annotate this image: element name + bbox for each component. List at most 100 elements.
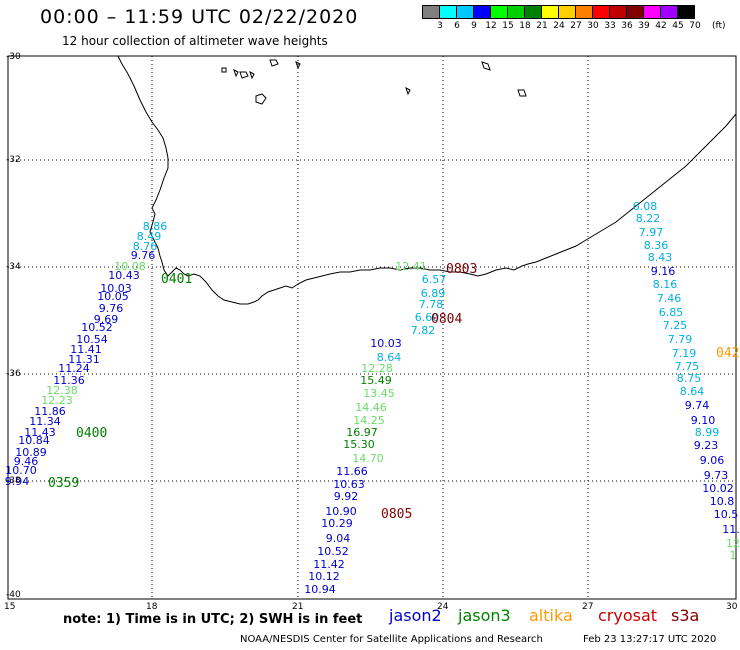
wave-height-label: 1 xyxy=(730,549,737,562)
wave-height-label: 7.19 xyxy=(672,347,697,360)
legend-label: 18 xyxy=(519,21,531,31)
lat-label: -30 xyxy=(6,52,21,62)
wave-height-label: 9.74 xyxy=(685,399,710,412)
wave-height-label: 11.42 xyxy=(313,558,345,571)
lon-label: 24 xyxy=(437,602,449,612)
wave-height-label: 14.70 xyxy=(352,452,384,465)
wave-height-label: 14.46 xyxy=(355,401,387,414)
time-tag: 0400 xyxy=(76,426,107,441)
time-tag: 0805 xyxy=(381,507,412,522)
wave-height-label: 9.06 xyxy=(700,454,725,467)
legend-label: 9 xyxy=(471,21,477,31)
wave-height-label: 10.5 xyxy=(714,508,739,521)
wave-height-label: 8.16 xyxy=(653,278,678,291)
wave-height-label: 10.02 xyxy=(702,482,734,495)
wave-height-label: 10.63 xyxy=(333,478,365,491)
wave-height-label: 8.22 xyxy=(636,212,661,225)
wave-height-label: 15.49 xyxy=(360,374,392,387)
legend-swatch xyxy=(677,5,695,19)
lon-label: 27 xyxy=(582,602,594,612)
wave-height-label: 11.31 xyxy=(68,353,100,366)
legend-label: 39 xyxy=(638,21,650,31)
wave-height-label: 12.38 xyxy=(46,384,78,397)
wave-height-label: 6.57 xyxy=(422,273,447,286)
map-subtitle: 12 hour collection of altimeter wave hei… xyxy=(62,34,328,48)
wave-height-label: 12.41 xyxy=(395,260,427,273)
wave-height-label: 11.36 xyxy=(53,374,85,387)
satellite-name-jason2: jason2 xyxy=(389,606,442,625)
generated-timestamp: Feb 23 13:27:17 UTC 2020 xyxy=(583,634,717,645)
wave-height-label: 10.12 xyxy=(308,570,340,583)
wave-height-label: 12.23 xyxy=(41,394,73,407)
wave-height-label: 7.97 xyxy=(639,226,664,239)
wave-height-label: 7.75 xyxy=(675,360,700,373)
wave-height-label: 9.16 xyxy=(651,265,676,278)
wave-height-label: 6.89 xyxy=(421,287,446,300)
wave-height-tracks: 8.868.498.769.7610.0810.4310.0310.059.76… xyxy=(5,200,740,596)
island xyxy=(233,69,239,78)
legend-unit: (ft) xyxy=(712,21,726,31)
wave-height-label: 8.64 xyxy=(377,351,402,364)
wave-height-label: 11. xyxy=(722,523,740,536)
wave-height-label: 9.23 xyxy=(694,439,719,452)
map-frame xyxy=(7,55,737,600)
wave-height-label: 10.52 xyxy=(317,545,349,558)
wave-height-label: 6.85 xyxy=(659,306,684,319)
island xyxy=(239,71,249,79)
lat-label: -40 xyxy=(6,590,21,600)
legend-label: 12 xyxy=(485,21,497,31)
wave-height-label: 7.82 xyxy=(411,324,436,337)
wave-height-label: 10.94 xyxy=(304,583,336,596)
island xyxy=(255,93,267,105)
time-tag: 0401 xyxy=(161,272,192,287)
wave-height-label: 7.79 xyxy=(668,333,693,346)
lat-label: -34 xyxy=(6,262,21,272)
wave-height-label: 6.60 xyxy=(415,311,440,324)
wave-height-label: 11.43 xyxy=(24,426,56,439)
satellite-name-altika: altika xyxy=(529,606,573,625)
wave-height-label: 9.04 xyxy=(326,532,351,545)
wave-height-label: 9.46 xyxy=(14,455,39,468)
wave-height-label: 8.76 xyxy=(133,240,158,253)
island xyxy=(405,87,411,96)
wave-height-label: 16.97 xyxy=(346,426,378,439)
wave-height-label: 9.76 xyxy=(99,302,124,315)
time-tag: 0804 xyxy=(431,312,462,327)
wave-height-label: 15.30 xyxy=(343,438,375,451)
wave-height-label: 13.45 xyxy=(363,387,395,400)
coastline xyxy=(117,55,737,305)
lon-label: 30 xyxy=(726,602,738,612)
lon-label: 15 xyxy=(4,602,16,612)
legend-label: 45 xyxy=(672,21,684,31)
legend-label: 21 xyxy=(536,21,548,31)
islands xyxy=(221,59,527,105)
wave-height-label: 11.34 xyxy=(29,415,61,428)
wave-height-label: 8.49 xyxy=(137,230,162,243)
map-title: 00:00 – 11:59 UTC 02/22/2020 xyxy=(40,6,359,28)
wave-height-label: 10.08 xyxy=(114,260,146,273)
wave-height-label: 10.90 xyxy=(325,505,357,518)
wave-height-label: 10.43 xyxy=(108,269,140,282)
legend-labels: (ft) 3 6 9 12 15 18 21 24 27 30 33 36 39 42 45 70 xyxy=(422,19,732,33)
legend-label: 27 xyxy=(570,21,582,31)
wave-height-label: 10.70 xyxy=(5,464,37,477)
lat-label: -38 xyxy=(6,476,21,486)
wave-height-label: 11.41 xyxy=(70,343,102,356)
wave-height-label: 12 xyxy=(726,537,740,550)
island xyxy=(295,61,301,70)
legend-swatches xyxy=(422,5,732,19)
wave-height-label: 9.94 xyxy=(5,475,30,488)
wave-height-label: 10.03 xyxy=(100,282,132,295)
footer-note: note: 1) Time is in UTC; 2) SWH is in fe… xyxy=(63,612,363,627)
wave-height-label: 9.69 xyxy=(94,313,119,326)
island xyxy=(269,59,279,67)
wave-height-label: 7.78 xyxy=(419,298,444,311)
wave-height-label: 6.08 xyxy=(633,200,658,213)
lon-label: 21 xyxy=(292,602,304,612)
satellite-name-jason3: jason3 xyxy=(458,606,511,625)
legend-label: 33 xyxy=(604,21,616,31)
time-tag: 042 xyxy=(716,346,739,361)
island xyxy=(481,61,491,71)
graticule xyxy=(8,56,736,599)
wave-height-label: 11.66 xyxy=(336,465,368,478)
